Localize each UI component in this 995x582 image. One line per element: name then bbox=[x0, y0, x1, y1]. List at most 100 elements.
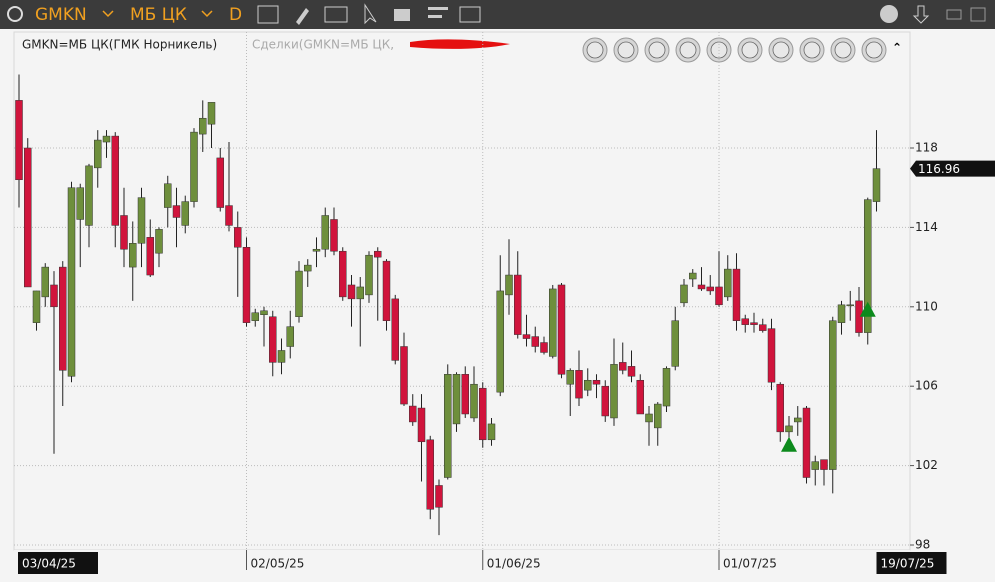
candle-body bbox=[452, 374, 461, 425]
tool-cursor[interactable] bbox=[364, 3, 377, 25]
candle-body bbox=[426, 439, 434, 510]
minimize[interactable] bbox=[946, 9, 962, 20]
collapse[interactable]: ⌃ bbox=[892, 41, 902, 55]
x-tick-label: 19/07/25 bbox=[881, 557, 935, 571]
nav-buttons bbox=[582, 37, 887, 63]
window-icon[interactable] bbox=[7, 6, 23, 22]
candle-body bbox=[391, 298, 399, 361]
candle-body bbox=[671, 320, 679, 367]
candle-body bbox=[706, 286, 714, 292]
dropdown-arrow[interactable] bbox=[201, 10, 213, 18]
candle-body bbox=[741, 318, 749, 325]
candle-body bbox=[584, 379, 592, 391]
candle-body bbox=[811, 461, 819, 470]
last-price-label: 116.96 bbox=[918, 162, 960, 176]
candle-body bbox=[627, 366, 636, 377]
tool-money[interactable] bbox=[880, 5, 898, 23]
candle-body bbox=[487, 423, 496, 441]
candle-body bbox=[251, 312, 259, 321]
candle-body bbox=[102, 135, 111, 143]
candle-body bbox=[444, 374, 452, 478]
candle-body bbox=[120, 215, 128, 250]
candle-body bbox=[872, 168, 881, 202]
candle-body bbox=[514, 274, 522, 335]
candle-body bbox=[67, 187, 76, 377]
chart-subtitle: Сделки(GMKN=МБ ЦК, bbox=[252, 38, 394, 52]
candle-body bbox=[715, 286, 723, 306]
candle-body bbox=[654, 403, 662, 429]
y-tick-label: 98 bbox=[915, 538, 930, 552]
candle-body bbox=[759, 324, 767, 331]
plot-area bbox=[13, 31, 911, 551]
candle-body bbox=[505, 274, 513, 296]
candle-body bbox=[347, 284, 356, 300]
nav-button-face bbox=[586, 41, 604, 59]
candle-body bbox=[207, 102, 216, 125]
board[interactable]: МБ ЦК bbox=[130, 5, 187, 25]
candle-body bbox=[277, 350, 286, 363]
tool-download[interactable] bbox=[912, 5, 930, 24]
period[interactable]: D bbox=[229, 5, 242, 25]
y-tick-label: 110 bbox=[915, 299, 938, 313]
candle-body bbox=[234, 227, 242, 248]
redaction bbox=[410, 39, 510, 49]
candle-body bbox=[286, 326, 294, 347]
candle-body bbox=[94, 139, 102, 169]
x-tick-label: 01/07/25 bbox=[723, 557, 777, 571]
x-tick-label: 01/06/25 bbox=[487, 557, 541, 571]
nav-button-face bbox=[834, 41, 852, 59]
candle-body bbox=[59, 266, 67, 371]
candle-body bbox=[312, 248, 321, 252]
candle-body bbox=[636, 379, 644, 415]
nav-button-face bbox=[617, 41, 635, 59]
tool-candles[interactable] bbox=[257, 5, 279, 24]
candle-body bbox=[549, 288, 557, 357]
candle-body bbox=[531, 336, 539, 347]
candle-body bbox=[295, 270, 303, 317]
candle-body bbox=[15, 100, 23, 181]
candle-body bbox=[575, 370, 583, 399]
candle-body bbox=[802, 407, 811, 478]
tool-snapshot[interactable] bbox=[459, 6, 481, 23]
candle-body bbox=[382, 260, 391, 321]
candle-body bbox=[85, 165, 93, 226]
candle-body bbox=[820, 459, 828, 470]
candle-body bbox=[522, 334, 531, 339]
candle-body bbox=[365, 254, 373, 296]
candle-body bbox=[225, 205, 233, 226]
candle-body bbox=[619, 362, 627, 371]
candle-body bbox=[557, 284, 566, 375]
ticker[interactable]: GMKN bbox=[35, 5, 87, 25]
candle-body bbox=[724, 268, 732, 298]
candle-body bbox=[260, 310, 268, 315]
candle-body bbox=[566, 370, 574, 385]
x-label-box bbox=[876, 552, 947, 574]
candle-body bbox=[216, 157, 224, 208]
nav-button-face bbox=[648, 41, 666, 59]
candle-body bbox=[776, 383, 784, 433]
candle-body bbox=[339, 250, 347, 298]
candle-body bbox=[610, 364, 618, 419]
candle-body bbox=[400, 346, 408, 405]
tool-levels[interactable] bbox=[428, 15, 442, 18]
tool-levels[interactable] bbox=[428, 7, 448, 10]
candle-body bbox=[330, 219, 338, 252]
tool-draw[interactable] bbox=[296, 8, 309, 25]
candle-body bbox=[662, 368, 671, 407]
candle-body bbox=[111, 135, 119, 226]
candle-body bbox=[470, 383, 478, 419]
tool-bars[interactable] bbox=[324, 6, 348, 23]
close[interactable] bbox=[970, 7, 986, 22]
candle-body bbox=[356, 286, 364, 300]
candle-body bbox=[155, 229, 163, 254]
candle-body bbox=[164, 183, 172, 208]
tool-volume[interactable] bbox=[394, 9, 410, 21]
toolbar bbox=[0, 0, 995, 29]
candle-body bbox=[172, 205, 181, 218]
candle-body bbox=[137, 197, 146, 244]
candle-body bbox=[146, 237, 154, 276]
dropdown-arrow[interactable] bbox=[102, 10, 114, 18]
candle-body bbox=[76, 187, 84, 220]
candle-body bbox=[24, 147, 32, 288]
